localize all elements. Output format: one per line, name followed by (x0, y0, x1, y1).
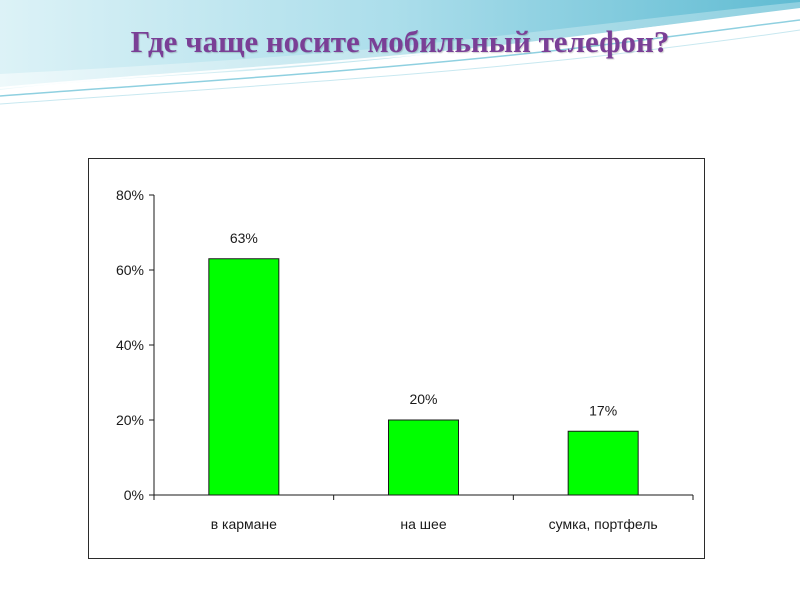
decorative-wave-header (0, 0, 800, 105)
y-tick-label: 0% (124, 487, 144, 503)
y-tick-label: 80% (116, 187, 144, 203)
category-label: в кармане (211, 516, 277, 532)
category-label: сумка, портфель (549, 516, 658, 532)
chart-frame: 0% 20% 40% 60% 80% 63% в кармане 20% на шее 17% су… (88, 158, 705, 559)
y-tick-label: 40% (116, 337, 144, 353)
bar-chart: 0% 20% 40% 60% 80% 63% в кармане 20% на шее 17% су… (116, 187, 694, 532)
bar (388, 419, 459, 496)
category-label: на шее (400, 516, 446, 532)
slide-title: Где чаще носите мобильный телефон? (130, 24, 670, 59)
bar (208, 258, 280, 496)
bar (567, 430, 639, 496)
data-label: 17% (589, 402, 617, 418)
data-label: 20% (409, 391, 437, 407)
y-tick-label: 20% (116, 412, 144, 428)
y-tick-label: 60% (116, 262, 144, 278)
data-label: 63% (230, 230, 258, 246)
